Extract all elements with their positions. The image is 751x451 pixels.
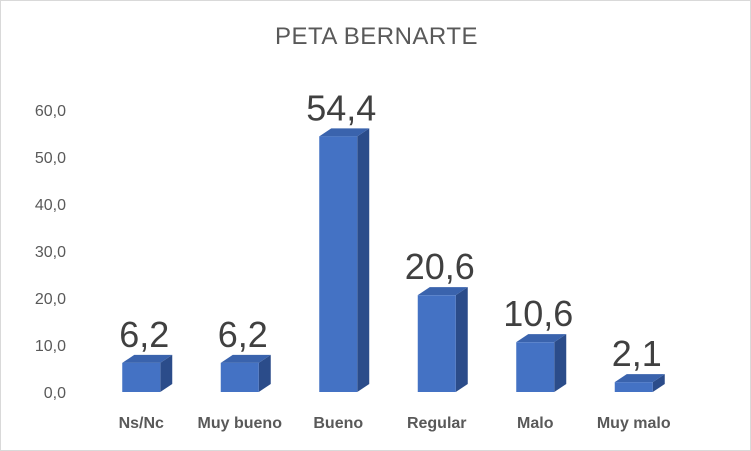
- data-label: 10,6: [503, 293, 573, 334]
- category-label: Muy bueno: [198, 415, 283, 432]
- bar-side-face: [258, 354, 271, 392]
- data-label: 6,2: [119, 314, 169, 355]
- category-label: Muy malo: [597, 415, 671, 432]
- bar-top-face: [122, 354, 173, 363]
- bar-top-face: [516, 334, 567, 343]
- bar-front-face: [614, 382, 653, 392]
- chart-title: PETA BERNARTE: [275, 23, 478, 50]
- data-label: 2,1: [612, 333, 662, 374]
- bar-front-face: [220, 362, 259, 392]
- y-axis: 0,0 10,0 20,0 30,0 40,0 50,0 60,0: [35, 103, 66, 402]
- bar-top-face: [220, 354, 271, 363]
- category-label: Malo: [517, 415, 554, 432]
- bar-side-face: [554, 334, 567, 392]
- y-tick-label: 30,0: [35, 244, 66, 261]
- category-label: Bueno: [313, 415, 363, 432]
- bar-side-face: [455, 287, 468, 392]
- category-label: Ns/Nc: [119, 415, 164, 432]
- bar: [220, 354, 271, 392]
- data-label: 54,4: [306, 87, 376, 128]
- y-tick-label: 40,0: [35, 197, 66, 214]
- bar-top-face: [614, 374, 665, 383]
- bar-side-face: [357, 128, 370, 392]
- data-label: 6,2: [218, 314, 268, 355]
- bar-front-face: [516, 342, 555, 392]
- bar: [122, 354, 173, 392]
- category-label: Regular: [407, 415, 467, 432]
- bar: [614, 374, 665, 392]
- bar: [319, 128, 370, 392]
- y-tick-label: 50,0: [35, 150, 66, 167]
- bar-front-face: [417, 295, 456, 392]
- data-label: 20,6: [405, 246, 475, 287]
- bar-top-face: [417, 287, 468, 296]
- bar-front-face: [319, 136, 358, 392]
- bar-side-face: [652, 374, 665, 392]
- bar: [417, 287, 468, 392]
- y-tick-label: 0,0: [44, 385, 66, 402]
- y-tick-label: 60,0: [35, 103, 66, 120]
- x-axis: Ns/Nc Muy bueno Bueno Regular Malo Muy malo: [119, 415, 671, 432]
- bar: [516, 334, 567, 392]
- y-tick-label: 20,0: [35, 291, 66, 308]
- bar-top-face: [319, 128, 370, 137]
- bar-front-face: [122, 362, 161, 392]
- y-tick-label: 10,0: [35, 338, 66, 355]
- bars-group: 6,2 6,2 54,4 20,6 10,6 2,1: [119, 87, 665, 392]
- bar-side-face: [160, 354, 173, 392]
